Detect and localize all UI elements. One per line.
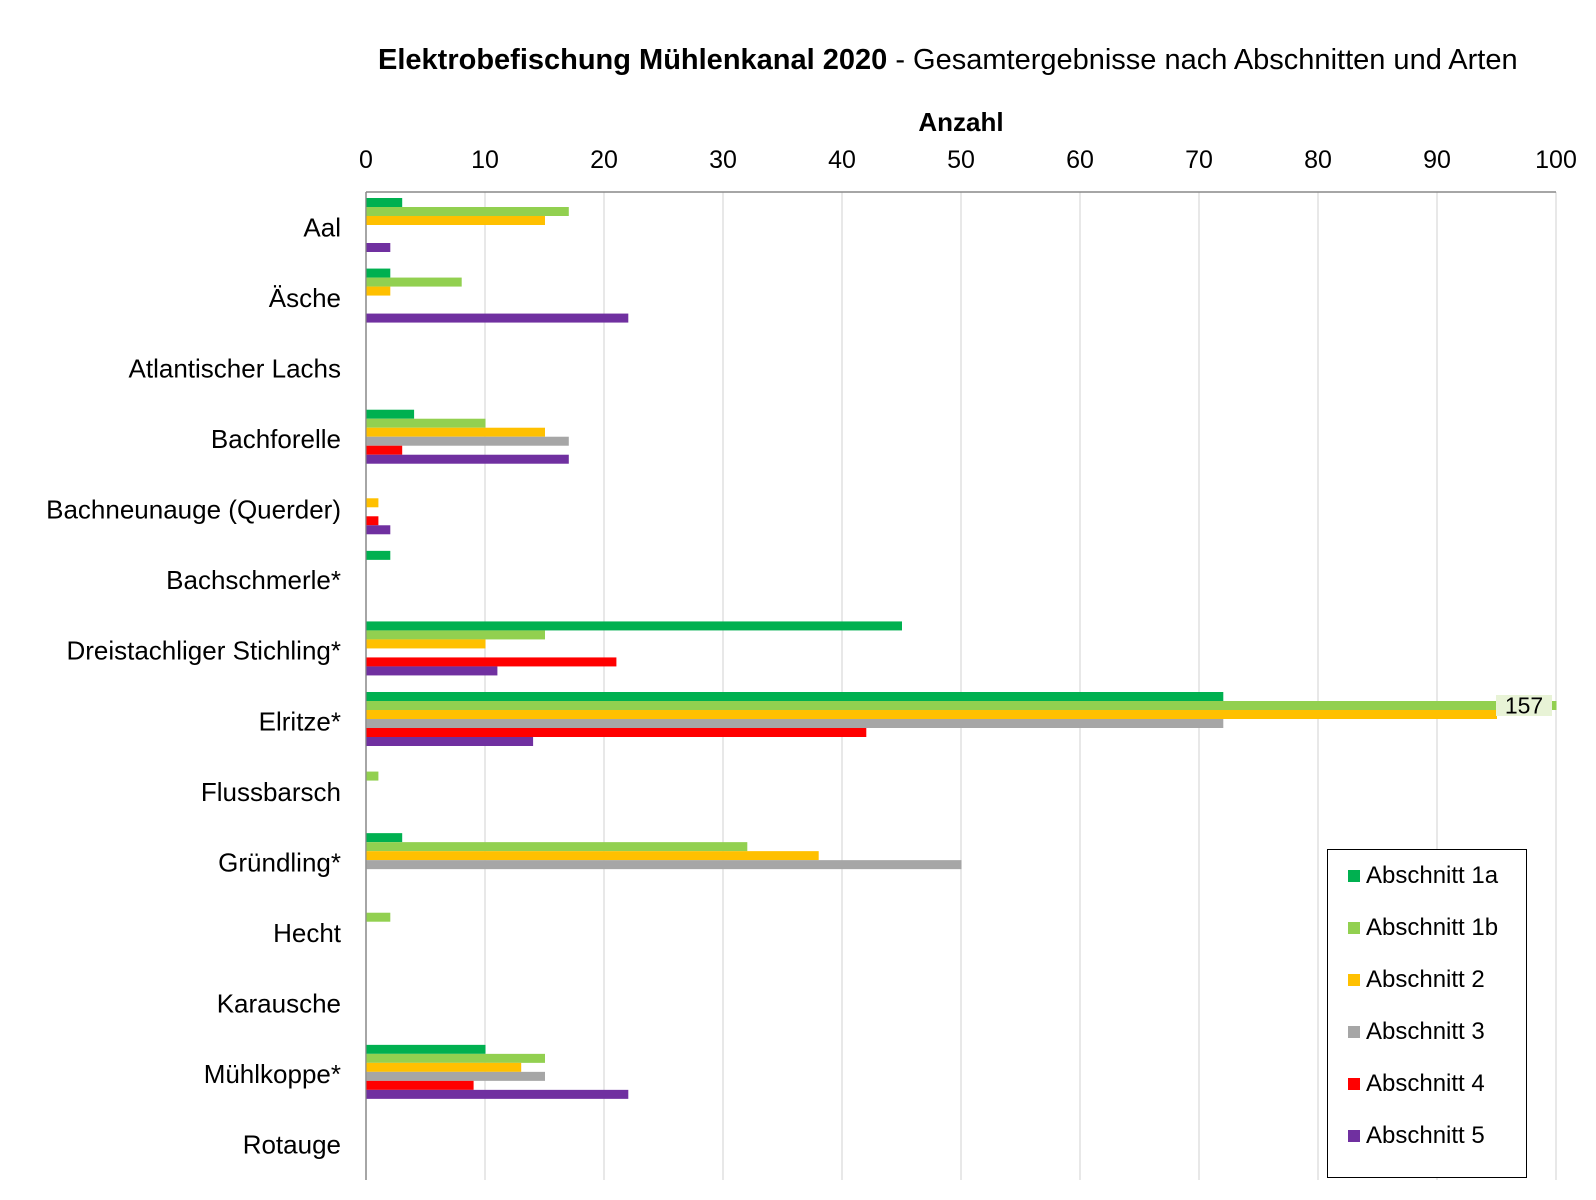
legend-swatch [1348, 1078, 1360, 1090]
bar [366, 268, 391, 278]
chart-title: Elektrobefischung Mühlenkanal 2020 - Ges… [378, 44, 1518, 77]
category-label: Aal [303, 212, 341, 242]
x-tick-label: 60 [1066, 146, 1094, 174]
category-label: Bachforelle [211, 424, 341, 454]
bar [366, 427, 545, 437]
bar [366, 516, 379, 526]
category-label: Äsche [269, 283, 341, 313]
x-tick-label: 30 [709, 146, 737, 174]
bar [366, 692, 1224, 701]
bar [366, 771, 379, 781]
category-label: Bachneunauge (Querder) [46, 495, 341, 525]
bar [366, 286, 391, 296]
bar [366, 1062, 522, 1072]
x-tick-label: 100 [1535, 146, 1577, 174]
category-label: Dreistachliger Stichling* [66, 636, 341, 666]
bar [366, 454, 569, 464]
legend-item: Abschnitt 3 [1348, 1017, 1485, 1047]
legend-item: Abschnitt 1a [1348, 861, 1498, 891]
x-tick-label: 90 [1423, 146, 1451, 174]
x-tick-label: 80 [1304, 146, 1332, 174]
legend-label: Abschnitt 2 [1366, 966, 1485, 993]
legend-label: Abschnitt 1a [1366, 862, 1499, 889]
category-label: Hecht [273, 918, 342, 948]
bar [366, 701, 1557, 710]
annotation-background [1496, 695, 1552, 716]
bar [366, 525, 391, 535]
bar [366, 621, 902, 631]
bar [366, 277, 462, 287]
legend-swatch [1348, 922, 1360, 934]
bar [366, 409, 415, 419]
bar [366, 445, 403, 455]
legend-item: Abschnitt 4 [1348, 1069, 1485, 1099]
chart-title-bold: Elektrobefischung Mühlenkanal 2020 [378, 44, 888, 76]
bar [366, 313, 629, 323]
bar [366, 657, 617, 667]
bar [366, 418, 486, 428]
x-tick-label: 40 [828, 146, 856, 174]
bar [366, 710, 1497, 719]
data-label: 157 [1505, 693, 1543, 719]
bar [366, 630, 545, 640]
legend-label: Abschnitt 3 [1366, 1018, 1485, 1045]
bar [366, 842, 748, 852]
category-label: Atlantischer Lachs [129, 353, 341, 383]
bar [366, 216, 545, 225]
bar [366, 498, 379, 508]
bar [366, 243, 391, 252]
category-label: Karausche [217, 989, 341, 1019]
bar [366, 1089, 629, 1099]
category-label: Mühlkoppe* [204, 1059, 341, 1089]
category-label: Rotauge [243, 1130, 341, 1160]
legend-item: Abschnitt 2 [1348, 965, 1485, 995]
legend-label: Abschnitt 1b [1366, 914, 1499, 941]
bar [366, 1071, 545, 1081]
bar [366, 728, 867, 737]
legend-label: Abschnitt 4 [1366, 1070, 1485, 1097]
category-label: Elritze* [259, 706, 341, 736]
bar [366, 666, 498, 676]
category-label: Bachschmerle* [166, 565, 341, 595]
bar [366, 1044, 486, 1054]
legend-swatch [1348, 1026, 1360, 1038]
legend-swatch [1348, 870, 1360, 882]
bar [366, 860, 962, 870]
x-tick-label: 20 [590, 146, 618, 174]
bar [366, 207, 569, 216]
bar [366, 639, 486, 649]
legend-swatch [1348, 974, 1360, 986]
bar [366, 198, 403, 207]
bar [366, 1053, 545, 1063]
legend-label: Abschnitt 5 [1366, 1122, 1485, 1149]
bar [366, 1080, 474, 1090]
legend-swatch [1348, 1130, 1360, 1142]
x-tick-label: 70 [1185, 146, 1213, 174]
bar [366, 436, 569, 446]
bar [366, 737, 534, 746]
category-label: Flussbarsch [201, 777, 341, 807]
bar [366, 719, 1224, 728]
x-axis-label: Anzahl [918, 107, 1003, 137]
legend-item: Abschnitt 1b [1348, 913, 1498, 943]
chart-title-rest: - Gesamtergebnisse nach Abschnitten und … [887, 44, 1518, 76]
x-tick-label: 50 [947, 146, 975, 174]
category-label: Gründling* [218, 847, 341, 877]
x-tick-label: 10 [471, 146, 499, 174]
legend-item: Abschnitt 5 [1348, 1121, 1485, 1151]
legend: Abschnitt 1a Abschnitt 1b Abschnitt 2 Absch… [1327, 849, 1527, 1178]
bar [366, 851, 819, 861]
x-tick-label: 0 [359, 146, 373, 174]
bar [366, 833, 403, 843]
bar [366, 550, 391, 560]
bar [366, 912, 391, 922]
